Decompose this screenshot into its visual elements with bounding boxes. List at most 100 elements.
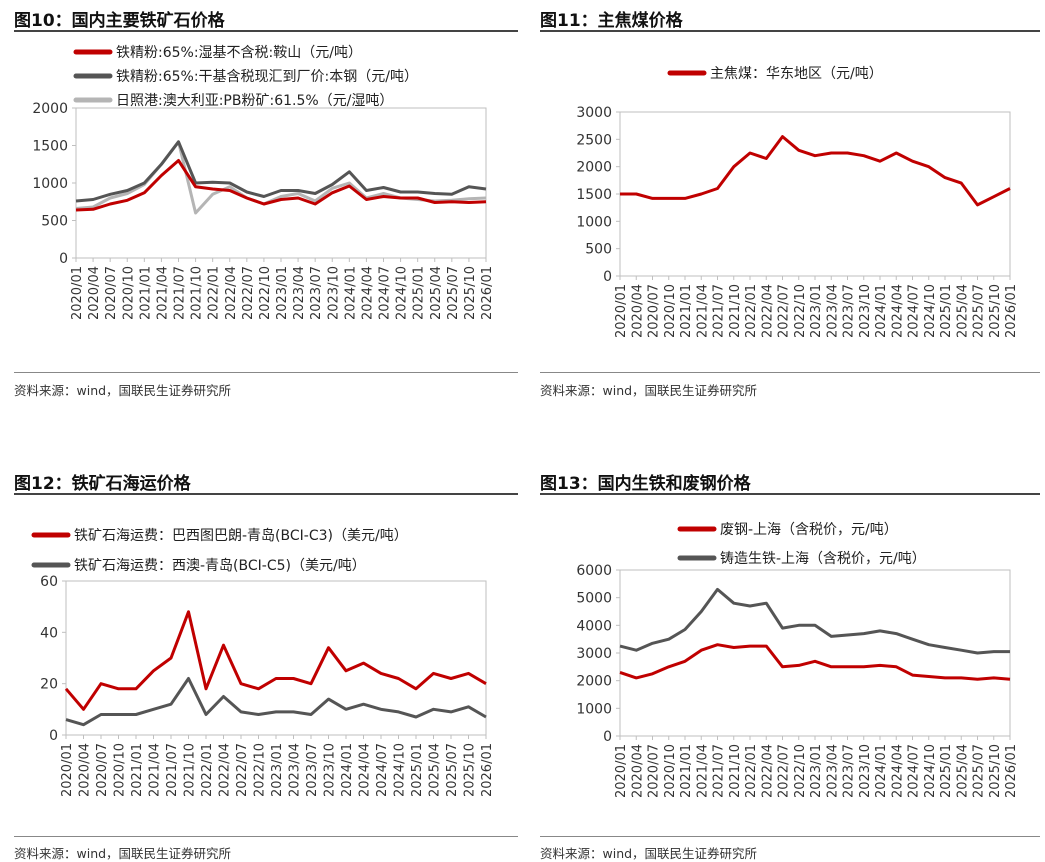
figure-10-top-rule xyxy=(14,30,518,32)
x-tick-label: 2026/01 xyxy=(480,266,495,320)
y-tick-label: 500 xyxy=(41,214,68,230)
x-tick-label: 2025/04 xyxy=(955,284,970,338)
x-tick-label: 2022/01 xyxy=(744,284,759,338)
legend-label: 铁矿石海运费：巴西图巴朗-青岛(BCI-C3)（美元/吨） xyxy=(74,528,408,544)
series-line xyxy=(65,677,487,727)
plot-area xyxy=(619,569,1011,737)
x-tick-label: 2021/04 xyxy=(695,284,710,338)
x-tick-label: 2021/10 xyxy=(190,266,205,320)
x-tick-label: 2024/10 xyxy=(395,266,410,320)
x-tick-label: 2020/07 xyxy=(95,743,110,797)
x-tick-label: 2022/01 xyxy=(207,266,222,320)
x-tick-label: 2025/04 xyxy=(429,266,444,320)
figure-12-title: 图12：铁矿石海运价格 xyxy=(14,474,191,494)
figure-10-source: 资料来源：wind，国联民生证券研究所 xyxy=(14,383,232,398)
x-tick-label: 2026/01 xyxy=(480,743,495,797)
x-tick-label: 2020/10 xyxy=(113,743,128,797)
x-tick-label: 2025/10 xyxy=(463,743,478,797)
x-tick-label: 2023/04 xyxy=(825,744,840,798)
x-tick-label: 2022/10 xyxy=(253,743,268,797)
series-line xyxy=(75,159,487,212)
x-tick-label: 2022/07 xyxy=(777,284,792,338)
x-tick-label: 2023/01 xyxy=(275,266,290,320)
x-tick-label: 2022/04 xyxy=(760,284,775,338)
x-tick-label: 2025/07 xyxy=(972,284,987,338)
x-tick-label: 2024/07 xyxy=(375,743,390,797)
figure-11-source: 资料来源：wind，国联民生证券研究所 xyxy=(540,383,758,398)
legend-label: 铁精粉:65%:干基含税现汇到厂价:本钢（元/吨） xyxy=(116,68,418,85)
y-tick-label: 60 xyxy=(40,574,58,590)
x-tick-label: 2024/10 xyxy=(393,743,408,797)
x-tick-label: 2024/07 xyxy=(378,266,393,320)
figure-11-bottom-rule xyxy=(540,372,1040,373)
x-tick-label: 2021/04 xyxy=(695,744,710,798)
x-tick-label: 2021/01 xyxy=(130,743,145,797)
x-tick-label: 2023/04 xyxy=(288,743,303,797)
x-tick-label: 2021/04 xyxy=(155,266,170,320)
x-tick-label: 2022/07 xyxy=(235,743,250,797)
x-tick-label: 2022/04 xyxy=(224,266,239,320)
x-tick-label: 2020/04 xyxy=(630,284,645,338)
x-tick-label: 2023/10 xyxy=(323,743,338,797)
figure-12-source: 资料来源：wind，国联民生证券研究所 xyxy=(14,846,232,861)
x-tick-label: 2024/04 xyxy=(890,284,905,338)
figure-13-source: 资料来源：wind，国联民生证券研究所 xyxy=(540,846,758,861)
figure-10-title: 图10：国内主要铁矿石价格 xyxy=(14,11,225,31)
x-tick-label: 2020/10 xyxy=(663,744,678,798)
figure-10-bottom-rule xyxy=(14,372,518,373)
x-tick-label: 2025/04 xyxy=(428,743,443,797)
figure-11-panel: 图11：主焦煤价格 0 500 1000 1500 2000 2500 3000 2020/0… xyxy=(540,0,1040,400)
x-tick-label: 2020/01 xyxy=(614,284,629,338)
x-tick-label: 2025/01 xyxy=(939,744,954,798)
x-tick-label: 2020/04 xyxy=(630,744,645,798)
y-tick-label: 1000 xyxy=(576,214,612,230)
y-tick-label: 1500 xyxy=(576,187,612,203)
legend-label: 铁精粉:65%:湿基不含税:鞍山（元/吨） xyxy=(116,44,362,61)
y-tick-label: 4000 xyxy=(576,618,612,634)
x-tick-label: 2023/01 xyxy=(809,744,824,798)
x-tick-label: 2025/04 xyxy=(955,744,970,798)
figure-12-top-rule xyxy=(14,493,518,495)
x-tick-label: 2024/01 xyxy=(343,266,358,320)
series-line xyxy=(75,140,487,203)
x-tick-label: 2025/01 xyxy=(410,743,425,797)
x-tick-label: 2021/07 xyxy=(165,743,180,797)
series-line xyxy=(619,587,1010,655)
x-tick-label: 2020/07 xyxy=(647,284,662,338)
y-tick-label: 2000 xyxy=(576,674,612,690)
x-tick-label: 2023/07 xyxy=(842,284,857,338)
x-tick-label: 2025/01 xyxy=(939,284,954,338)
plot-area xyxy=(619,111,1011,277)
x-tick-label: 2024/10 xyxy=(923,744,938,798)
figure-13-top-rule xyxy=(540,493,1040,495)
x-tick-label: 2023/07 xyxy=(309,266,324,320)
y-tick-label: 1000 xyxy=(32,176,68,192)
x-tick-label: 2024/01 xyxy=(340,743,355,797)
x-tick-label: 2024/01 xyxy=(874,744,889,798)
x-tick-label: 2024/01 xyxy=(874,284,889,338)
y-tick-label: 2000 xyxy=(32,101,68,117)
x-tick-label: 2022/10 xyxy=(258,266,273,320)
x-tick-label: 2022/10 xyxy=(793,284,808,338)
plot-area xyxy=(75,107,487,259)
x-tick-label: 2024/04 xyxy=(358,743,373,797)
y-tick-label: 40 xyxy=(40,625,58,641)
x-tick-label: 2024/04 xyxy=(890,744,905,798)
x-tick-label: 2023/01 xyxy=(809,284,824,338)
x-tick-label: 2020/10 xyxy=(663,284,678,338)
x-tick-label: 2025/10 xyxy=(988,284,1003,338)
x-tick-label: 2024/07 xyxy=(907,744,922,798)
x-tick-label: 2024/10 xyxy=(923,284,938,338)
figure-11-title: 图11：主焦煤价格 xyxy=(540,11,683,31)
y-tick-label: 3000 xyxy=(576,105,612,121)
y-tick-label: 5000 xyxy=(576,591,612,607)
x-tick-label: 2023/01 xyxy=(270,743,285,797)
x-tick-label: 2020/10 xyxy=(121,266,136,320)
x-tick-label: 2022/01 xyxy=(200,743,215,797)
figure-13-panel: 图13：国内生铁和废钢价格 0 1000 2000 3000 4000 5000 6000 2… xyxy=(540,463,1040,861)
figure-11-top-rule xyxy=(540,30,1040,32)
x-tick-label: 2020/01 xyxy=(70,266,85,320)
x-tick-label: 2025/10 xyxy=(988,744,1003,798)
